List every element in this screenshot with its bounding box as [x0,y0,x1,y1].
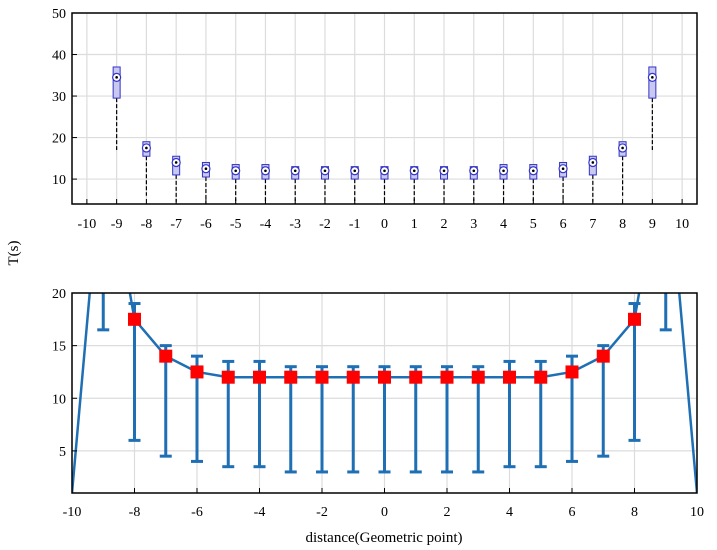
top-x-tick-label: -3 [289,217,301,232]
box-median-dot [621,146,624,150]
top-x-tick-label: 10 [675,217,689,232]
box-median-dot [145,146,148,150]
mean-marker [409,370,423,384]
top-x-tick-label: 5 [530,217,537,232]
bottom-y-tick-label: 5 [59,445,66,460]
mean-marker [128,312,141,326]
box-median-dot [234,169,237,173]
box-median-dot [591,161,595,164]
top-x-tick-label: -6 [200,217,212,232]
bottom-x-tick-label: 8 [631,505,638,520]
top-x-tick-label: 8 [619,217,626,232]
box-median-dot [204,167,208,171]
bottom-x-tick-label: 2 [444,505,451,520]
mean-marker [596,349,610,363]
top-x-tick-label: 1 [411,217,418,232]
top-x-tick-label: -1 [349,217,361,232]
mean-marker [503,370,516,384]
box-median-dot [502,169,505,173]
bottom-x-tick-label: -8 [129,505,141,520]
bottom-y-tick-label: 10 [52,392,66,407]
y-axis-label: T(s) [6,241,22,266]
top-x-tick-label: 2 [441,217,448,232]
mean-marker [253,370,266,384]
mean-marker [190,365,204,379]
top-x-tick-label: -10 [78,217,97,232]
top-x-tick-label: -9 [111,217,123,232]
top-x-ticks: -10 -9 -8 -7 -6 -5 -4 -3 -2 -1 0 1 2 3 4 5 6 7 8 9 10 [78,199,689,232]
box-median-dot [412,169,416,173]
top-y-tick-label: 20 [52,132,66,147]
box-median-dot [174,161,178,164]
top-x-tick-label: -7 [170,217,182,232]
box-median-dot [383,169,386,173]
mean-marker [315,370,329,384]
box-median-dot [293,169,297,173]
mean-marker [471,370,485,384]
bottom-y-tick-label: 15 [52,340,66,355]
mean-marker [221,370,235,384]
bottom-x-tick-label: -6 [191,505,203,520]
top-x-tick-label: -2 [319,217,331,232]
top-x-tick-label: 3 [470,217,477,232]
bottom-x-tick-label: -10 [63,505,82,520]
box-median-dot [651,76,654,79]
mean-marker [440,370,454,384]
top-y-tick-label: 50 [52,7,66,22]
bottom-panel: -10 -8 -6 -4 -2 0 2 4 6 8 10 5 10 15 20 distance(Geom… [52,287,704,546]
top-boxes [112,66,657,204]
mean-marker [378,370,391,384]
box-median-dot [264,169,267,173]
mean-marker [565,365,579,379]
top-x-tick-label: 9 [649,217,656,232]
box-median-dot [115,76,118,79]
mean-marker [346,370,360,384]
mean-marker [628,312,641,326]
top-x-tick-label: 4 [500,217,507,232]
bottom-x-tick-label: -2 [316,505,328,520]
top-x-tick-label: -8 [141,217,153,232]
box-body [648,66,657,99]
bottom-x-tick-label: 4 [506,505,513,520]
box-body [112,66,121,99]
box-median-dot [561,167,565,171]
bottom-x-tick-label: 6 [569,505,576,520]
bottom-x-tick-label: -4 [254,505,266,520]
top-x-tick-label: 7 [589,217,596,232]
bottom-x-ticks: -10 -8 -6 -4 -2 0 2 4 6 8 10 [63,488,704,520]
top-y-tick-label: 30 [52,90,66,105]
x-axis-label: distance(Geometric point) [305,530,462,546]
bottom-series [72,293,697,493]
top-x-tick-label: 6 [560,217,567,232]
bottom-y-tick-label: 20 [52,287,66,302]
bottom-y-ticks: 5 10 15 20 [52,287,77,460]
mean-marker [534,370,548,384]
box-median-dot [532,169,535,173]
top-x-tick-label: -4 [260,217,272,232]
box-median-dot [323,169,327,173]
box-median-dot [353,169,357,173]
top-y-tick-label: 10 [52,173,66,188]
box-median-dot [442,169,446,173]
box-median-dot [472,169,476,173]
top-x-tick-label: -5 [230,217,242,232]
top-x-tick-label: 0 [381,217,388,232]
bottom-x-tick-label: 0 [381,505,388,520]
top-panel: -10 -9 -8 -7 -6 -5 -4 -3 -2 -1 0 1 2 3 4 5 6 7 8 9 10 102030… [52,7,698,232]
mean-marker [159,349,173,363]
mean-marker [284,370,298,384]
bottom-x-tick-label: 10 [690,505,704,520]
top-y-ticks: 10 20 30 40 50 [52,7,77,188]
top-y-tick-label: 40 [52,49,66,64]
